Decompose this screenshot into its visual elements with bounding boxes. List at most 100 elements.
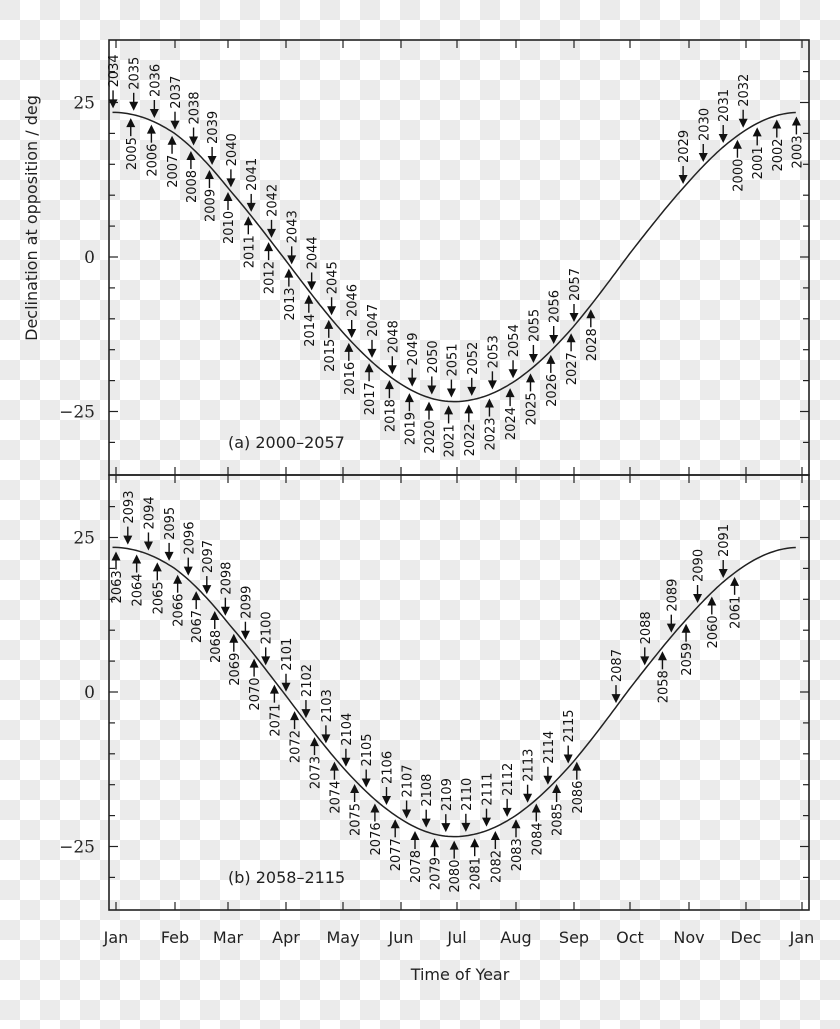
opposition-marker-2011: 2011	[242, 220, 257, 268]
x-tick-label: Nov	[673, 928, 704, 947]
year-label: 2015	[323, 339, 338, 372]
opposition-marker-2078: 2078	[409, 835, 424, 883]
year-label: 2105	[360, 733, 375, 766]
year-label: 2002	[771, 138, 786, 171]
year-label: 2014	[303, 314, 318, 347]
opposition-marker-2007: 2007	[166, 139, 181, 188]
opposition-marker-2063: 2063	[110, 555, 125, 603]
opposition-marker-2049: 2049	[406, 333, 421, 383]
year-label: 2048	[386, 320, 401, 353]
year-label: 2066	[172, 594, 187, 627]
year-label: 2086	[571, 781, 586, 814]
y-axis-title: Declination at opposition / deg	[22, 95, 41, 341]
year-label: 2024	[504, 407, 519, 440]
y-tick-label: −25	[59, 403, 95, 423]
year-label: 2115	[562, 709, 577, 742]
year-label: 2112	[501, 763, 516, 796]
year-label: 2085	[551, 803, 566, 836]
opposition-marker-2006: 2006	[145, 128, 160, 177]
opposition-marker-2106: 2106	[381, 751, 396, 801]
opposition-marker-2041: 2041	[245, 158, 260, 208]
year-label: 2084	[530, 822, 545, 855]
year-label: 2040	[225, 133, 240, 166]
opposition-marker-2109: 2109	[440, 778, 455, 829]
opposition-marker-2048: 2048	[386, 320, 401, 371]
opposition-marker-2016: 2016	[343, 346, 358, 395]
year-label: 2051	[445, 343, 460, 376]
year-label: 2083	[510, 838, 525, 871]
opposition-marker-2077: 2077	[389, 823, 404, 871]
declination-curve	[112, 111, 796, 403]
year-label: 2064	[131, 573, 146, 606]
opposition-marker-2110: 2110	[460, 778, 475, 828]
year-label: 2090	[692, 549, 707, 582]
opposition-marker-2115: 2115	[562, 709, 577, 760]
opposition-marker-2083: 2083	[510, 823, 525, 871]
opposition-marker-2002: 2002	[771, 123, 786, 172]
year-label: 2099	[239, 586, 254, 619]
opposition-marker-2000: 2000	[731, 143, 746, 192]
y-tick-label: 0	[84, 248, 95, 268]
year-label: 2087	[610, 649, 625, 682]
year-label: 2027	[565, 352, 580, 385]
year-label: 2073	[309, 756, 324, 789]
x-axis-title: Time of Year	[410, 965, 510, 984]
x-tick-label: Mar	[213, 928, 244, 947]
opposition-marker-2029: 2029	[677, 130, 692, 180]
year-label: 2076	[369, 822, 384, 855]
opposition-marker-2040: 2040	[225, 133, 240, 184]
year-label: 2089	[665, 579, 680, 612]
year-label: 2101	[280, 638, 295, 671]
opposition-marker-2103: 2103	[320, 689, 335, 740]
opposition-marker-2053: 2053	[486, 335, 501, 386]
opposition-marker-2111: 2111	[481, 773, 496, 823]
year-label: 2108	[420, 774, 435, 807]
opposition-marker-2086: 2086	[571, 765, 586, 814]
year-label: 2030	[697, 108, 712, 141]
opposition-marker-2066: 2066	[172, 578, 187, 627]
opposition-marker-2038: 2038	[188, 91, 203, 142]
year-label: 2102	[300, 664, 315, 697]
opposition-marker-2009: 2009	[203, 173, 218, 222]
year-label: 2016	[343, 362, 358, 395]
opposition-marker-2021: 2021	[443, 409, 458, 457]
opposition-marker-2032: 2032	[737, 74, 752, 124]
year-label: 2067	[190, 610, 205, 643]
year-label: 2012	[263, 261, 278, 294]
plot-frame	[108, 39, 810, 476]
year-label: 2088	[639, 611, 654, 644]
year-label: 2074	[328, 781, 343, 814]
opposition-marker-2059: 2059	[680, 627, 695, 676]
opposition-marker-2015: 2015	[323, 323, 338, 372]
opposition-marker-2114: 2114	[542, 731, 557, 781]
year-label: 2008	[185, 170, 200, 203]
opposition-marker-2091: 2091	[717, 524, 732, 575]
year-label: 2049	[406, 333, 421, 366]
opposition-marker-2102: 2102	[300, 664, 315, 715]
year-label: 2091	[717, 524, 732, 557]
year-label: 2041	[245, 158, 260, 191]
opposition-marker-2008: 2008	[185, 155, 200, 203]
year-label: 2058	[656, 670, 671, 703]
panel-label: (a) 2000–2057	[228, 433, 345, 452]
year-label: 2060	[706, 615, 721, 648]
opposition-marker-2067: 2067	[190, 595, 205, 643]
year-label: 2047	[366, 304, 381, 337]
opposition-marker-2003: 2003	[790, 120, 805, 168]
year-label: 2034	[107, 54, 122, 87]
year-label: 2023	[483, 417, 498, 450]
year-label: 2070	[248, 677, 263, 710]
year-label: 2031	[717, 89, 732, 122]
opposition-marker-2065: 2065	[151, 566, 166, 614]
opposition-marker-2080: 2080	[448, 844, 463, 893]
year-label: 2079	[429, 857, 444, 890]
year-label: 2098	[219, 562, 234, 595]
opposition-marker-2060: 2060	[706, 600, 721, 648]
opposition-marker-2030: 2030	[697, 108, 712, 158]
opposition-marker-2043: 2043	[286, 210, 301, 261]
year-label: 2055	[527, 309, 542, 342]
year-label: 2010	[222, 211, 237, 244]
year-label: 2093	[122, 491, 137, 524]
opposition-marker-2095: 2095	[163, 507, 178, 557]
